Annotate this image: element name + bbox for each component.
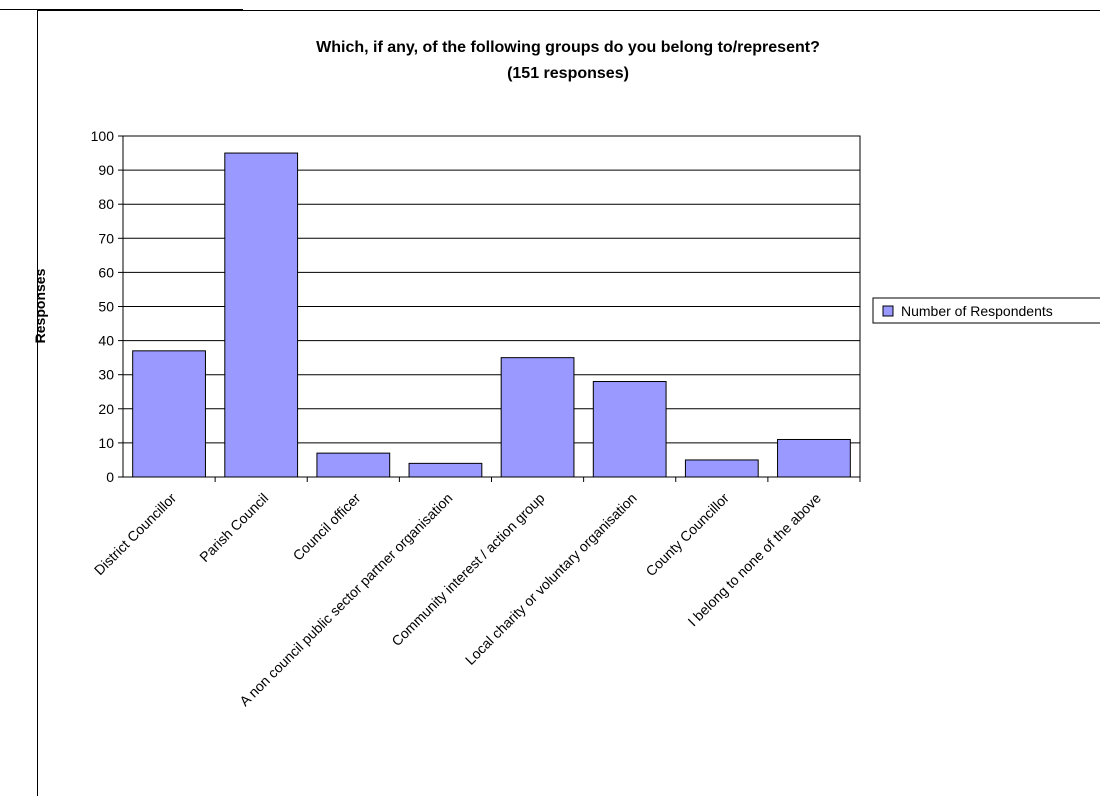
- bars: [132, 152, 851, 478]
- y-tick-label: 40: [98, 333, 114, 349]
- x-category-label: Council officer: [290, 490, 364, 564]
- bar: [224, 152, 299, 478]
- y-tick-label: 0: [106, 469, 114, 485]
- legend-box: [872, 297, 1100, 324]
- y-tick-label: 100: [91, 128, 115, 144]
- bar: [592, 381, 667, 478]
- bar: [408, 462, 483, 478]
- plot-area: 0 10 20 30 40 50 60 70 80 90 100 District Councill…: [91, 128, 861, 709]
- x-category-label: A non council public sector partner orga…: [236, 490, 455, 709]
- bar: [684, 459, 759, 478]
- bar: [316, 452, 391, 478]
- y-tick-label: 90: [98, 162, 114, 178]
- x-category-label: Community interest / action group: [388, 490, 547, 649]
- chart-title: Which, if any, of the following groups d…: [316, 39, 820, 56]
- legend: Number of Respondents: [872, 297, 1100, 324]
- x-category-label: Parish Council: [196, 490, 271, 565]
- legend-swatch: [882, 305, 894, 317]
- y-tick-label: 10: [98, 435, 114, 451]
- x-category-label: Local charity or voluntary organisation: [462, 490, 640, 668]
- y-tick-label: 50: [98, 299, 114, 315]
- chart-subtitle: (151 responses): [507, 65, 629, 82]
- bar: [132, 350, 206, 478]
- x-category-label: District Councillor: [91, 490, 180, 579]
- bar: [500, 357, 575, 478]
- y-axis-ticks: 0 10 20 30 40 50 60 70 80 90 100: [91, 128, 123, 485]
- y-tick-label: 80: [98, 196, 114, 212]
- y-axis-label: Responses: [32, 268, 48, 343]
- bar: [777, 438, 851, 478]
- y-tick-label: 70: [98, 230, 114, 246]
- y-tick-label: 20: [98, 401, 114, 417]
- legend-label: Number of Respondents: [901, 303, 1053, 319]
- y-tick-label: 30: [98, 367, 114, 383]
- y-tick-label: 60: [98, 264, 114, 280]
- x-axis-labels: District Councillor Parish Council Council…: [91, 477, 861, 709]
- x-category-label: County Councillor: [642, 490, 732, 580]
- top-edge-rule: [0, 0, 243, 10]
